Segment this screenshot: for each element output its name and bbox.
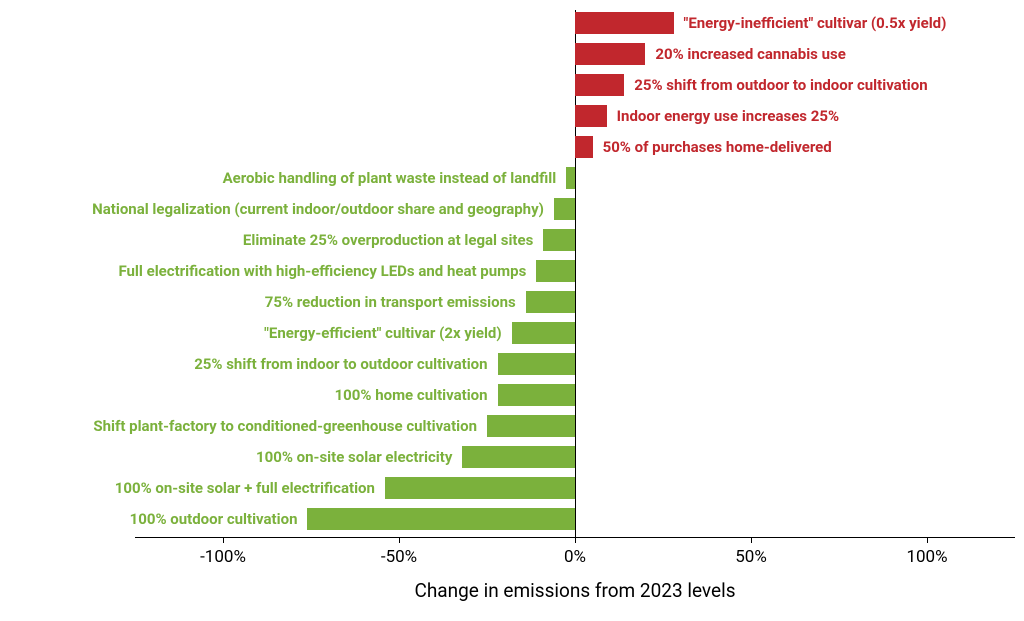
- bar: [462, 446, 575, 468]
- x-tick: [751, 537, 752, 543]
- bar-label: 20% increased cannabis use: [655, 43, 845, 65]
- plot-area: -100%-50%0%50%100%"Energy-inefficient" c…: [135, 10, 1015, 537]
- x-tick-label: 100%: [906, 547, 947, 567]
- bar: [575, 136, 593, 158]
- x-tick-label: 50%: [735, 547, 767, 567]
- bar-label: National legalization (current indoor/ou…: [92, 198, 544, 220]
- x-tick: [927, 537, 928, 543]
- bar: [512, 322, 575, 344]
- bar: [385, 477, 575, 499]
- bar: [526, 291, 575, 313]
- x-tick-label: -50%: [381, 547, 417, 567]
- bar: [487, 415, 575, 437]
- bar-label: 25% shift from indoor to outdoor cultiva…: [194, 353, 487, 375]
- bar: [543, 229, 575, 251]
- x-tick: [399, 537, 400, 543]
- bar-label: "Energy-inefficient" cultivar (0.5x yiel…: [684, 12, 947, 34]
- bar-label: Eliminate 25% overproduction at legal si…: [243, 229, 533, 251]
- bar-label: 25% shift from outdoor to indoor cultiva…: [634, 74, 927, 96]
- bar-label: 100% home cultivation: [335, 384, 488, 406]
- bar-label: Shift plant-factory to conditioned-green…: [93, 415, 477, 437]
- emissions-change-chart: -100% -50% 0% 50% 100% "Energy-inefficient" c…: [0, 0, 1024, 621]
- bar-label: Indoor energy use increases 25%: [617, 105, 839, 127]
- bar: [566, 167, 575, 189]
- bar-label: 75% reduction in transport emissions: [265, 291, 516, 313]
- x-tick: [223, 537, 224, 543]
- bar: [575, 12, 674, 34]
- x-tick-label: -100%: [200, 547, 246, 567]
- bar-label: "Energy-efficient" cultivar (2x yield): [264, 322, 502, 344]
- x-tick: [575, 537, 576, 543]
- bar: [575, 105, 607, 127]
- bar-label: Aerobic handling of plant waste instead …: [223, 167, 557, 189]
- bar: [536, 260, 575, 282]
- bar-label: 100% on-site solar electricity: [256, 446, 452, 468]
- bar-label: 100% outdoor cultivation: [130, 508, 298, 530]
- bar: [554, 198, 575, 220]
- bar: [307, 508, 575, 530]
- bar: [498, 384, 575, 406]
- bar: [575, 74, 624, 96]
- bar-label: 50% of purchases home-delivered: [603, 136, 832, 158]
- bar-label: Full electrification with high-efficienc…: [118, 260, 526, 282]
- bar: [498, 353, 575, 375]
- x-tick-label: 0%: [564, 547, 586, 567]
- bar-label: 100% on-site solar + full electrificatio…: [115, 477, 375, 499]
- bar: [575, 43, 645, 65]
- x-axis-title: Change in emissions from 2023 levels: [414, 579, 735, 602]
